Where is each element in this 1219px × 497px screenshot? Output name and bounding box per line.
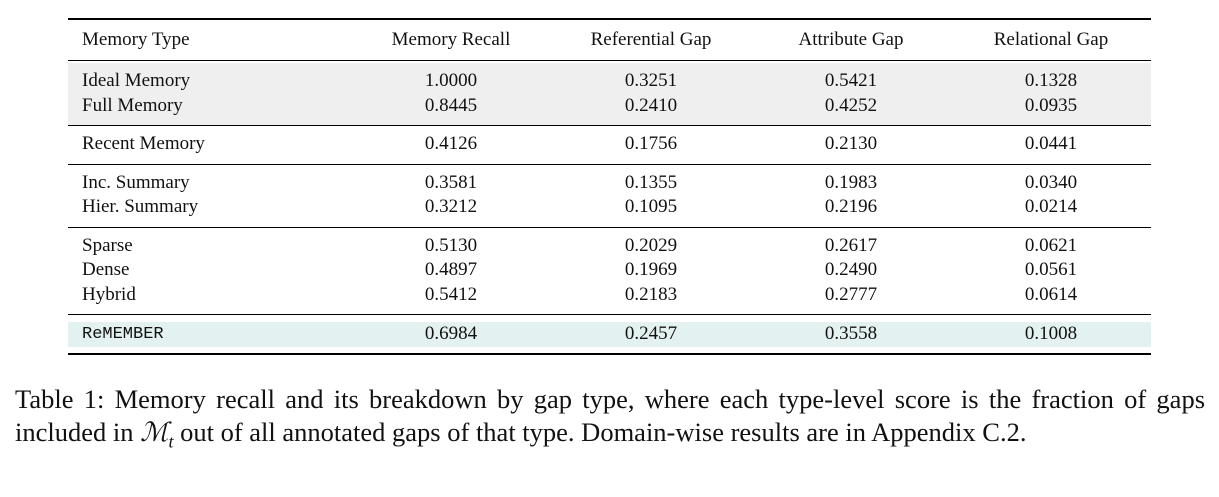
score-cell: 0.4897 — [424, 259, 478, 281]
method-name: Recent Memory — [82, 133, 205, 155]
row-group: Ideal Memory 1.0000 0.3251 0.5421 0.1328 Full… — [68, 63, 1151, 125]
score-cell: 0.5130 — [424, 234, 478, 256]
score-cell: 0.8445 — [424, 94, 478, 116]
table-row: Recent Memory 0.4126 0.1756 0.2130 0.0441 — [68, 132, 1151, 157]
method-name: Ideal Memory — [82, 70, 191, 92]
row-group: Sparse 0.5130 0.2029 0.2617 0.0621 Dense 0.489… — [68, 226, 1151, 315]
score-cell: 0.1355 — [624, 171, 678, 193]
score-cell: 0.0621 — [1024, 234, 1078, 256]
table-row: ReMEMBER 0.6984 0.2457 0.3558 0.1008 — [68, 322, 1151, 347]
score-cell: 0.1008 — [1024, 323, 1078, 345]
method-name: Dense — [82, 259, 130, 281]
method-name: Sparse — [82, 234, 133, 256]
score-cell: 0.2617 — [824, 234, 878, 256]
score-cell: 0.3581 — [424, 171, 478, 193]
table-row: Ideal Memory 1.0000 0.3251 0.5421 0.1328 — [68, 69, 1151, 94]
score-cell: 0.3251 — [624, 70, 678, 92]
score-cell: 0.5421 — [824, 70, 878, 92]
score-cell: 0.0614 — [1024, 283, 1078, 305]
method-name: Full Memory — [82, 94, 183, 116]
score-cell: 0.1328 — [1024, 70, 1078, 92]
score-cell: 0.1983 — [824, 171, 878, 193]
score-cell: 0.5412 — [424, 283, 478, 305]
row-group: Inc. Summary 0.3581 0.1355 0.1983 0.0340 Hier… — [68, 163, 1151, 227]
score-cell: 0.4126 — [424, 133, 478, 155]
caption-text: out of all annotated gaps of that type. … — [180, 417, 1027, 447]
row-group: Recent Memory 0.4126 0.1756 0.2130 0.0441 — [68, 125, 1151, 164]
score-cell: 0.0441 — [1024, 133, 1078, 155]
score-cell: 0.1756 — [624, 133, 678, 155]
score-cell: 0.4252 — [824, 94, 878, 116]
header-row: Memory Type Memory Recall Referential Gap A… — [68, 20, 1151, 61]
caption-label: Table 1: — [15, 384, 105, 414]
header-cell: Relational Gap — [993, 29, 1109, 50]
table-row: Inc. Summary 0.3581 0.1355 0.1983 0.0340 — [68, 171, 1151, 196]
score-cell: 0.2490 — [824, 259, 878, 281]
score-cell: 0.2457 — [624, 323, 678, 345]
score-cell: 0.0935 — [1024, 94, 1078, 116]
table-row: Full Memory 0.8445 0.2410 0.4252 0.0935 — [68, 94, 1151, 119]
score-cell: 0.2196 — [824, 196, 878, 218]
score-cell: 0.3212 — [424, 196, 478, 218]
method-name: Hybrid — [82, 283, 136, 305]
score-cell: 0.0214 — [1024, 196, 1078, 218]
caption-text: Memory recall and its breakdown by gap t… — [15, 384, 1206, 447]
method-name: ReMEMBER — [82, 324, 164, 344]
table-row: Hier. Summary 0.3212 0.1095 0.2196 0.0214 — [68, 195, 1151, 220]
table-row: Hybrid 0.5412 0.2183 0.2777 0.0614 — [68, 283, 1151, 308]
caption: Table 1: Memory recall and its breakdown… — [15, 383, 1206, 452]
header-cell: Memory Recall — [391, 29, 511, 50]
score-cell: 0.0340 — [1024, 171, 1078, 193]
score-cell: 0.0561 — [1024, 259, 1078, 281]
method-name: Hier. Summary — [82, 196, 199, 218]
score-cell: 0.2029 — [624, 234, 678, 256]
score-cell: 0.1095 — [624, 196, 678, 218]
score-cell: 0.1969 — [624, 259, 678, 281]
score-cell: 0.3558 — [824, 323, 878, 345]
score-cell: 0.2130 — [824, 133, 878, 155]
score-cell: 0.6984 — [424, 323, 478, 345]
table-row: Dense 0.4897 0.1969 0.2490 0.0561 — [68, 258, 1151, 283]
table-row: Sparse 0.5130 0.2029 0.2617 0.0621 — [68, 234, 1151, 259]
score-cell: 0.2183 — [624, 283, 678, 305]
header-cell: Referential Gap — [590, 29, 712, 50]
row-group: ReMEMBER 0.6984 0.2457 0.3558 0.1008 — [68, 314, 1151, 353]
score-cell: 1.0000 — [424, 70, 478, 92]
header-cell: Memory Type — [82, 29, 190, 50]
method-name: Inc. Summary — [82, 171, 190, 193]
score-cell: 0.2410 — [624, 94, 678, 116]
math-subscript: t — [168, 431, 174, 452]
score-cell: 0.2777 — [824, 283, 878, 305]
math-symbol: ℳ — [140, 417, 169, 447]
header-cell: Attribute Gap — [798, 29, 904, 50]
results-table: Memory Type Memory Recall Referential Gap A… — [68, 18, 1151, 355]
